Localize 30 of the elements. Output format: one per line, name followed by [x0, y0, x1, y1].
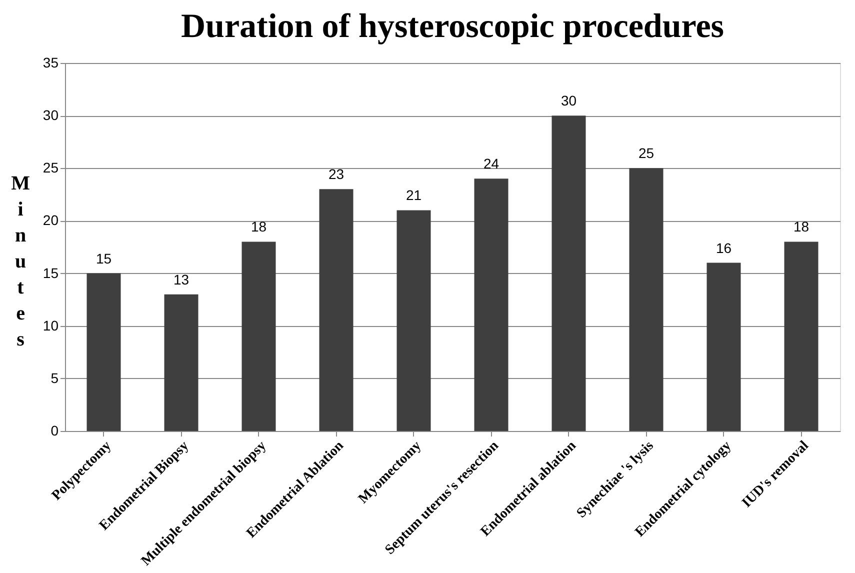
- data-label: 13: [173, 271, 190, 288]
- y-tick-label: 0: [50, 422, 59, 438]
- bar: [784, 242, 818, 431]
- bar: [552, 116, 586, 431]
- bar: [242, 242, 276, 431]
- y-tick-label: 35: [42, 54, 59, 70]
- data-label: 21: [406, 187, 422, 204]
- data-label: 16: [716, 240, 732, 256]
- y-tick-label: 30: [42, 107, 59, 124]
- chart-title: Duration of hysteroscopic procedures: [180, 8, 724, 45]
- bar: [474, 178, 508, 431]
- y-axis-title: Minutes: [11, 172, 30, 350]
- data-label: 30: [560, 92, 577, 109]
- y-tick-label: 25: [42, 160, 59, 176]
- y-tick-label: 10: [42, 317, 59, 334]
- data-label: 18: [250, 218, 267, 235]
- data-label: 18: [793, 218, 810, 235]
- y-tick-label: 15: [42, 264, 59, 281]
- data-label: 24: [483, 156, 500, 172]
- data-label: 23: [328, 166, 344, 182]
- y-tick-label: 5: [50, 370, 59, 386]
- bar: [164, 294, 198, 431]
- bar: [629, 168, 664, 431]
- y-tick-label: 20: [42, 212, 59, 228]
- data-label: 15: [96, 250, 112, 266]
- bar: [396, 210, 431, 431]
- bar: [86, 273, 121, 431]
- bar: [706, 262, 741, 431]
- data-label: 25: [638, 145, 654, 162]
- bar: [319, 189, 354, 431]
